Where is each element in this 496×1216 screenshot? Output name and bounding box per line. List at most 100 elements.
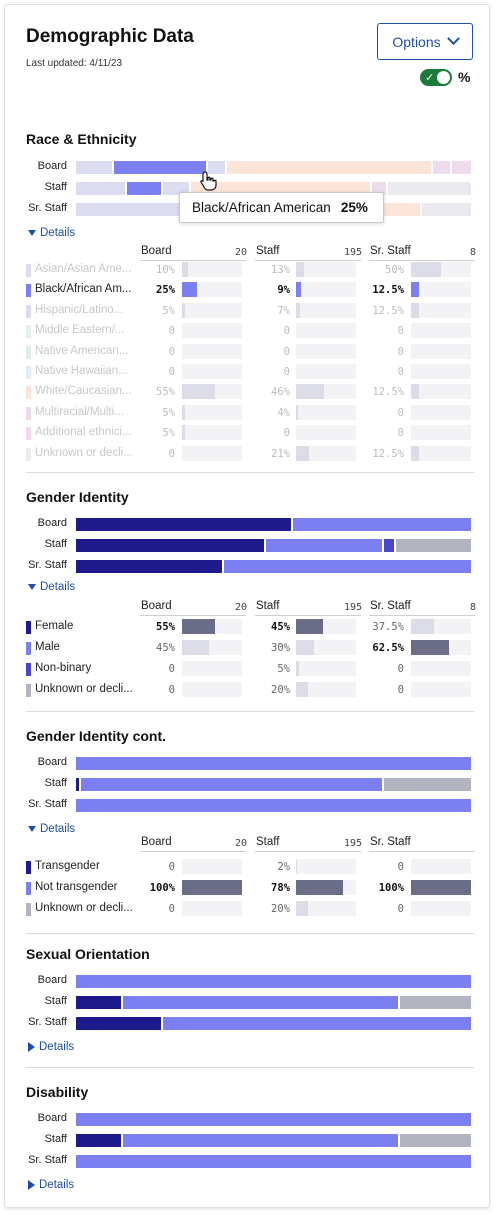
details-toggle-sexual[interactable]: Details [28, 1041, 74, 1053]
cell-value: 0 [397, 366, 404, 378]
cell-value: 5% [162, 427, 175, 440]
bar-segment[interactable] [76, 975, 471, 988]
cell-value: 20% [271, 684, 290, 696]
caret-down-icon [28, 826, 36, 832]
stacked-bar-sr_staff[interactable] [76, 1155, 471, 1168]
bar-segment[interactable] [399, 1134, 471, 1147]
details-toggle-gender[interactable]: Details [28, 581, 75, 593]
bar-segment[interactable] [384, 778, 471, 791]
bar-segment[interactable] [190, 182, 373, 195]
stacked-bar-board[interactable] [76, 518, 471, 531]
bar-segment[interactable] [226, 161, 434, 174]
cell-bar-fill [411, 262, 441, 277]
bar-segment[interactable] [395, 539, 471, 552]
cell-value: 7% [277, 304, 290, 317]
stacked-bar-staff[interactable] [76, 1134, 471, 1147]
stacked-bar-staff[interactable] [76, 996, 471, 1009]
bar-segment[interactable] [123, 1134, 400, 1147]
stacked-bar-sr_staff[interactable] [76, 799, 471, 812]
bar-segment[interactable] [76, 778, 81, 791]
cell-bar-fill [182, 425, 185, 441]
bar-segment[interactable] [372, 203, 422, 216]
bar-segment[interactable] [76, 757, 471, 770]
stacked-bar-board[interactable] [76, 757, 471, 770]
bar-segment[interactable] [76, 799, 471, 812]
category-label: Black/African Am... [35, 283, 132, 296]
stacked-bar-board[interactable] [76, 975, 471, 988]
bar-segment[interactable] [207, 161, 227, 174]
bar-segment[interactable] [372, 182, 389, 195]
cell-bar-fill [411, 384, 419, 400]
bar-segment[interactable] [224, 560, 471, 573]
stacked-bar-staff[interactable] [76, 778, 471, 791]
cell-bar-track [296, 384, 356, 400]
cell-value: 5% [162, 304, 175, 317]
bar-segment[interactable] [76, 161, 114, 174]
cell-bar-fill [182, 404, 185, 420]
cell-bar-track [182, 661, 242, 676]
stacked-bar-board[interactable] [76, 1113, 471, 1126]
section-title-sexual: Sexual Orientation [26, 946, 150, 962]
category-label: Hispanic/Latino... [35, 303, 124, 316]
bar-segment[interactable] [113, 161, 208, 174]
legend-swatch [26, 304, 31, 318]
details-toggle-race[interactable]: Details [28, 227, 75, 239]
cell-bar-track [182, 364, 242, 379]
legend-swatch [26, 663, 31, 676]
bar-segment[interactable] [76, 518, 294, 531]
cell-value: 0 [168, 345, 175, 358]
stacked-bar-sr_staff[interactable] [76, 1017, 471, 1030]
details-toggle-disability[interactable]: Details [28, 1179, 74, 1191]
stacked-bar-staff[interactable] [76, 182, 471, 195]
stacked-bar-board[interactable] [76, 161, 472, 174]
cell-bar-fill [296, 445, 309, 461]
cell-value: 12.5% [372, 284, 404, 297]
bar-segment[interactable] [388, 182, 471, 195]
bar-segment[interactable] [384, 539, 396, 552]
options-button[interactable]: Options [377, 23, 473, 60]
bar-segment[interactable] [421, 203, 471, 216]
bar-segment[interactable] [76, 1113, 471, 1126]
cell-bar-fill [182, 384, 215, 400]
category-label: Middle Eastern/... [35, 324, 125, 337]
section-title-disability: Disability [26, 1084, 89, 1100]
details-label: Details [40, 227, 76, 239]
bar-segment[interactable] [123, 996, 400, 1009]
cell-value: 4% [277, 406, 290, 419]
legend-swatch [26, 621, 31, 634]
bar-segment[interactable] [76, 539, 266, 552]
stacked-bar-sr_staff[interactable] [76, 560, 471, 573]
legend-swatch [26, 642, 31, 655]
segment-tooltip: Black/African American 25% [179, 192, 384, 223]
bar-segment[interactable] [80, 778, 385, 791]
bar-segment[interactable] [76, 996, 124, 1009]
stacked-bar-staff[interactable] [76, 539, 471, 552]
row-label-board: Board [37, 160, 67, 172]
bar-segment[interactable] [399, 996, 471, 1009]
column-header-0: Board [141, 836, 172, 848]
category-label: Additional ethnici... [35, 426, 132, 439]
cell-value: 37.5% [372, 621, 404, 633]
caret-right-icon [28, 1180, 35, 1190]
cell-value: 25% [156, 284, 175, 297]
bar-segment[interactable] [76, 1017, 163, 1030]
bar-segment[interactable] [162, 182, 191, 195]
bar-segment[interactable] [76, 560, 225, 573]
bar-segment[interactable] [265, 539, 385, 552]
bar-segment[interactable] [127, 182, 163, 195]
percent-toggle[interactable]: ✓ [420, 69, 452, 86]
bar-segment[interactable] [452, 161, 472, 174]
demographic-card: Demographic Data Last updated: 4/11/23 O… [4, 4, 490, 1208]
bar-segment[interactable] [76, 182, 128, 195]
details-toggle-gender_cont[interactable]: Details [28, 823, 75, 835]
bar-segment[interactable] [293, 518, 471, 531]
bar-segment[interactable] [76, 1155, 471, 1168]
bar-segment[interactable] [433, 161, 453, 174]
cell-value: 0 [397, 345, 404, 358]
cell-bar-track [182, 880, 242, 895]
bar-segment[interactable] [162, 1017, 471, 1030]
bar-segment[interactable] [76, 1134, 124, 1147]
cell-value: 21% [271, 447, 290, 460]
cell-bar-fill [411, 880, 471, 895]
row-label-staff: Staff [44, 777, 67, 789]
